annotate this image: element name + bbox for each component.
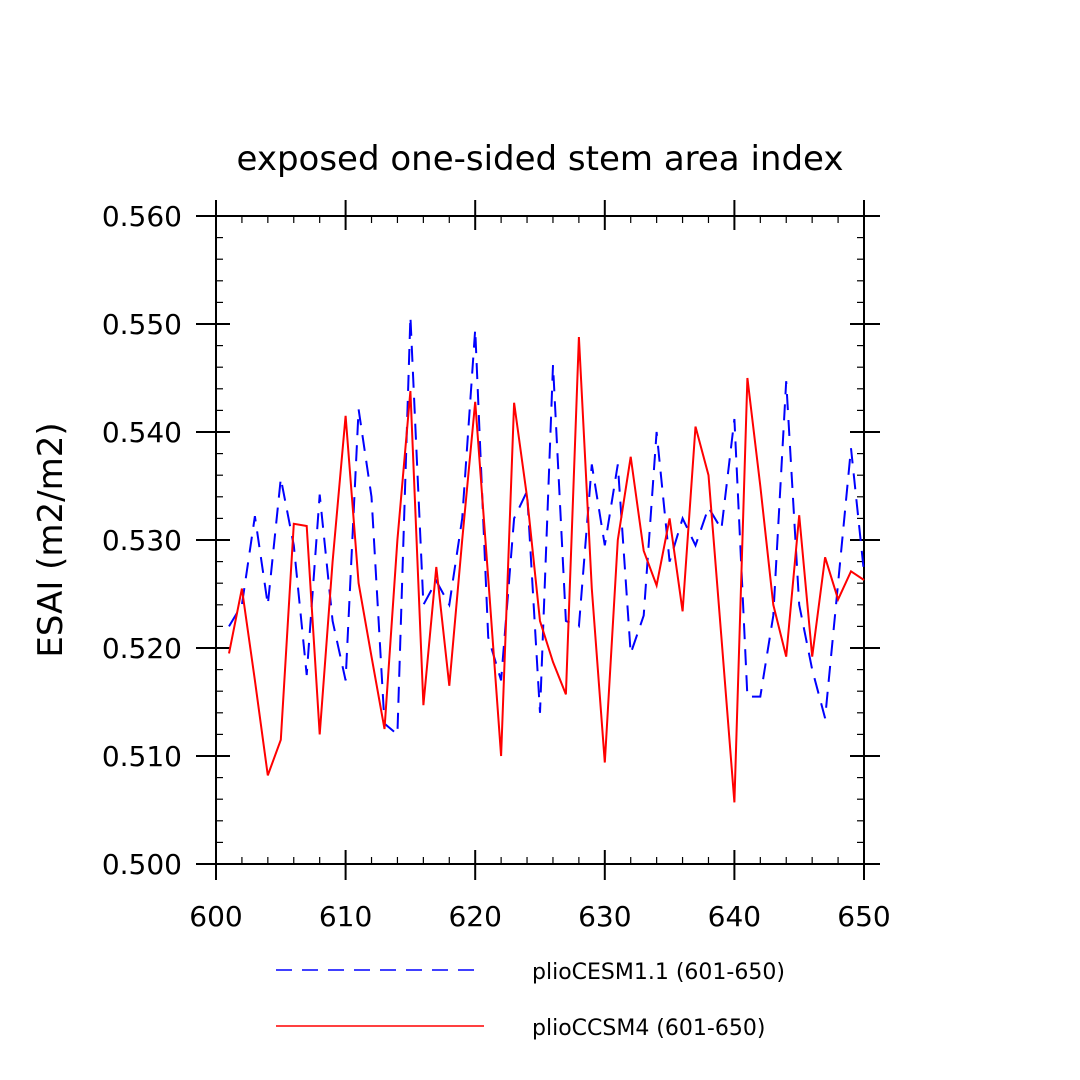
y-tick-label: 0.550 xyxy=(102,308,182,341)
x-tick-label: 650 xyxy=(837,900,890,933)
y-tick-label: 0.510 xyxy=(102,740,182,773)
chart-title: exposed one-sided stem area index xyxy=(237,139,844,179)
x-tick-label: 620 xyxy=(448,900,501,933)
x-tick-label: 610 xyxy=(319,900,372,933)
legend-label-2: plioCCSM4 (601-650) xyxy=(532,1016,765,1041)
x-tick-label: 600 xyxy=(189,900,242,933)
legend: plioCESM1.1 (601-650) plioCCSM4 (601-650) xyxy=(276,960,785,1041)
y-tick-label: 0.560 xyxy=(102,200,182,233)
y-tick-label: 0.520 xyxy=(102,632,182,665)
series-line-1 xyxy=(228,316,865,737)
y-tick-label: 0.540 xyxy=(102,416,182,449)
series-line-2 xyxy=(228,336,865,803)
x-tick-label: 630 xyxy=(578,900,631,933)
legend-label-1: plioCESM1.1 (601-650) xyxy=(532,960,785,985)
plot-area: 600 610 620 630 640 650 0.500 0.510 0.520 0.530 0.… xyxy=(102,200,891,933)
y-axis-title: ESAI (m2/m2) xyxy=(31,422,71,657)
x-tick-label: 640 xyxy=(708,900,761,933)
y-tick-label: 0.530 xyxy=(102,524,182,557)
y-tick-label: 0.500 xyxy=(102,848,182,881)
